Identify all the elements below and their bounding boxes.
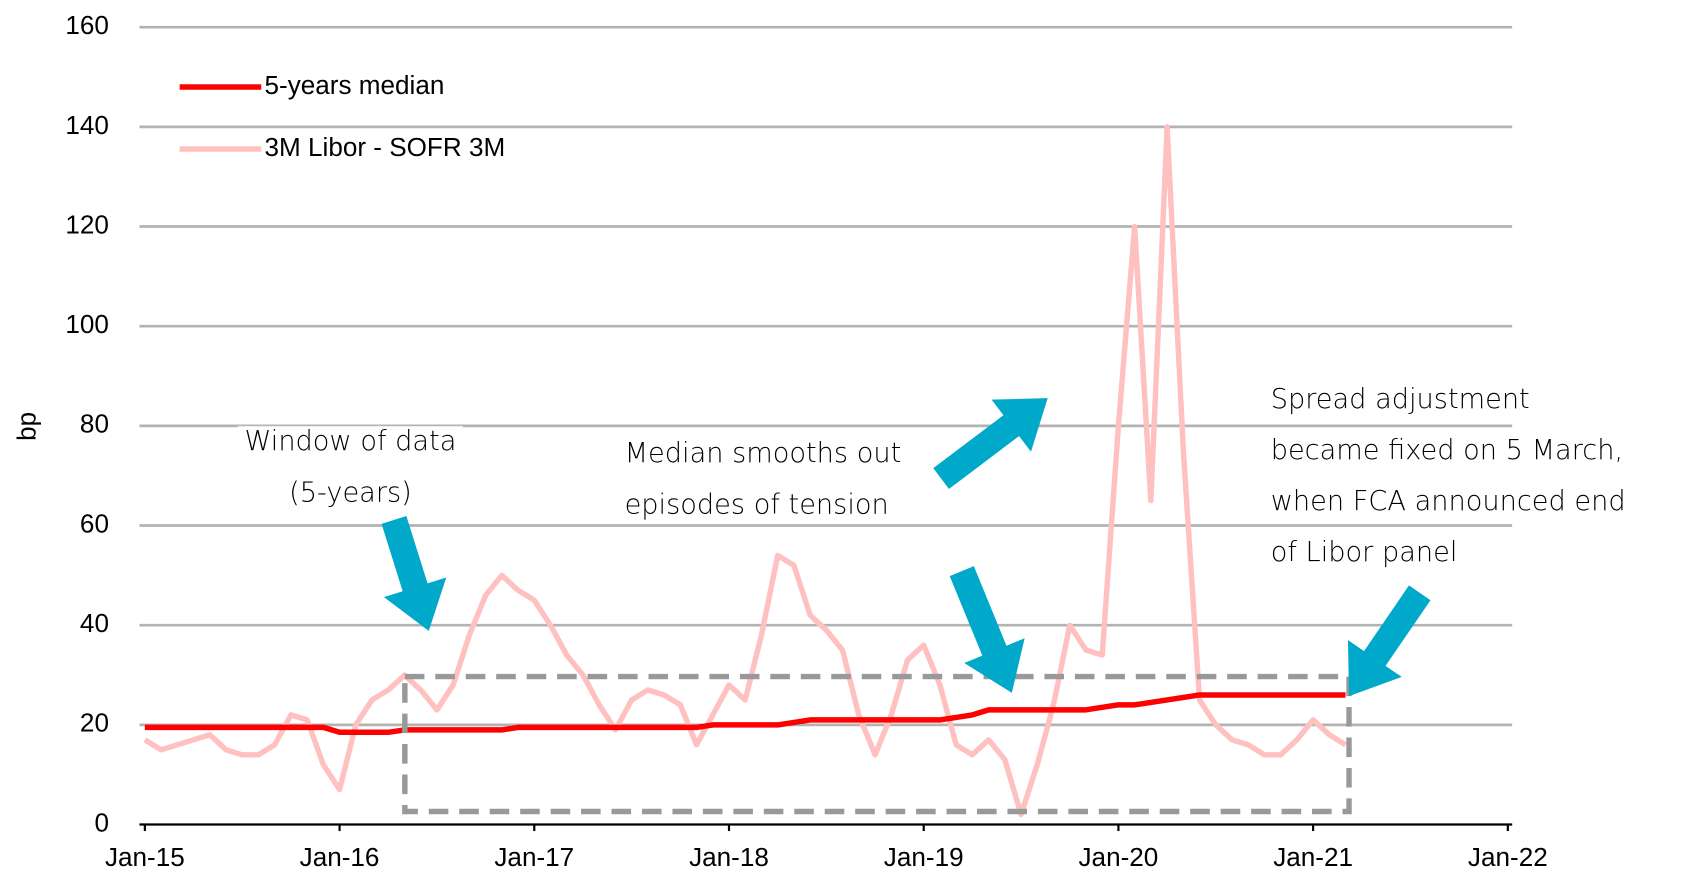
y-tick-label: 160 xyxy=(65,10,109,40)
y-tick-label: 40 xyxy=(80,608,109,638)
annotation: of Libor panel xyxy=(1271,537,1458,568)
annotation-bg xyxy=(618,438,908,470)
annotation: when FCA announced end xyxy=(1271,486,1626,517)
x-tick-label: Jan-17 xyxy=(494,842,574,872)
x-tick-label: Jan-21 xyxy=(1273,842,1353,872)
annotation: became fixed on 5 March, xyxy=(1271,435,1623,466)
y-tick-label: 80 xyxy=(80,409,109,439)
annotation-bg xyxy=(1264,383,1537,415)
annotation: Spread adjustment xyxy=(1271,384,1530,415)
y-tick-label: 120 xyxy=(65,209,109,239)
y-tick-label: 0 xyxy=(94,807,109,837)
annotation-bg xyxy=(1264,486,1633,518)
arrow xyxy=(381,516,447,631)
arrow xyxy=(1347,585,1431,697)
x-tick-label: Jan-20 xyxy=(1079,842,1159,872)
x-tick-label: Jan-22 xyxy=(1468,842,1548,872)
series-line xyxy=(144,692,1346,736)
annotation-bg xyxy=(237,426,463,458)
annotation: (5-years) xyxy=(289,477,412,508)
x-tick-label: Jan-19 xyxy=(884,842,964,872)
y-tick-label: 20 xyxy=(80,708,109,738)
annotation: Median smooths out xyxy=(625,438,902,469)
x-tick-label: Jan-16 xyxy=(300,842,380,872)
arrow xyxy=(949,566,1025,693)
annotation-bg xyxy=(1264,537,1464,569)
annotation-bg xyxy=(618,489,896,521)
arrows xyxy=(381,398,1431,697)
window-box xyxy=(402,673,1352,815)
legend-label: 5-years median xyxy=(265,70,445,100)
x-tick-label: Jan-15 xyxy=(105,842,185,872)
y-tick-label: 100 xyxy=(65,309,109,339)
legend-label: 3M Libor - SOFR 3M xyxy=(265,132,506,162)
arrow xyxy=(933,398,1048,490)
x-tick-label: Jan-18 xyxy=(689,842,769,872)
y-axis-label: bp xyxy=(11,412,41,441)
grid: 0 20 40 60 80 100 120 140 160 Jan-15 Jan-16 Jan-17 J… xyxy=(65,10,1547,872)
y-tick-label: 140 xyxy=(65,110,109,140)
series-line xyxy=(143,124,1347,818)
annotation: episodes of tension xyxy=(625,489,889,520)
annotation-bg xyxy=(1264,434,1630,466)
plot-area xyxy=(143,124,1347,818)
y-tick-label: 60 xyxy=(80,508,109,538)
annotation-bg xyxy=(282,477,419,509)
annotation: Window of data xyxy=(244,426,456,457)
